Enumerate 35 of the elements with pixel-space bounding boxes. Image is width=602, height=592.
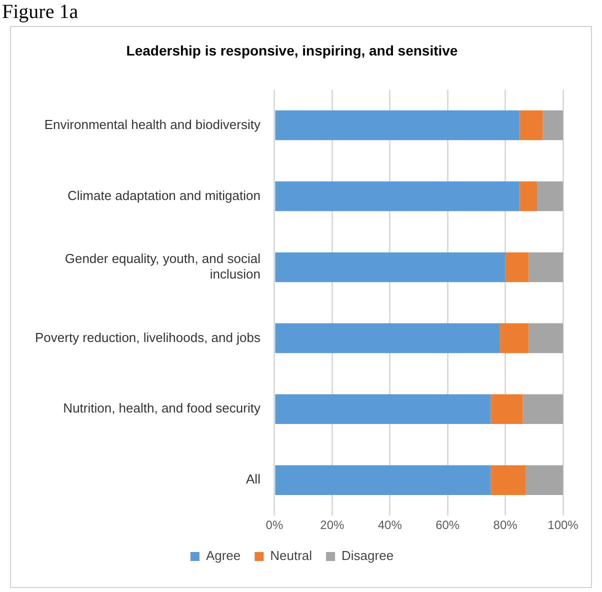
bar xyxy=(522,394,563,424)
bar xyxy=(490,394,523,424)
chart-title: Leadership is responsive, inspiring, and sensitive xyxy=(126,42,458,58)
legend-label: Disagree xyxy=(342,548,394,564)
bar xyxy=(537,181,563,212)
y-tick-label: Environmental health and biodiversity xyxy=(44,116,261,132)
x-tick-label: 60% xyxy=(436,518,460,532)
bar xyxy=(505,252,528,282)
bar xyxy=(520,110,543,140)
bar xyxy=(275,323,500,354)
bar xyxy=(275,110,520,140)
y-tick-label: Nutrition, health, and food security xyxy=(63,400,261,416)
legend-label: Neutral xyxy=(270,548,312,564)
x-tick-label: 20% xyxy=(320,518,344,532)
y-tick-label: All xyxy=(246,472,261,487)
x-tick-label: 0% xyxy=(266,518,284,532)
x-tick-label: 100% xyxy=(548,518,579,532)
bar xyxy=(275,465,491,496)
bar xyxy=(275,252,506,282)
x-tick-label: 40% xyxy=(378,518,402,532)
bar xyxy=(500,323,528,354)
y-tick-label: Gender equality, youth, and social inclusion xyxy=(64,250,261,282)
bar xyxy=(542,110,563,140)
y-tick-label: Climate adaptation and mitigation xyxy=(68,188,260,203)
bar xyxy=(490,465,526,496)
caption: Figure 1a xyxy=(1,0,80,25)
x-tick-label: 80% xyxy=(493,518,518,532)
bar xyxy=(528,323,563,354)
bar xyxy=(528,252,563,282)
bar xyxy=(520,181,538,212)
bar xyxy=(275,181,520,212)
y-tick-label: Poverty reduction, livelihoods, and jobs xyxy=(34,330,261,345)
bar xyxy=(275,394,491,424)
legend-label: Agree xyxy=(206,548,241,564)
bar xyxy=(525,465,563,496)
